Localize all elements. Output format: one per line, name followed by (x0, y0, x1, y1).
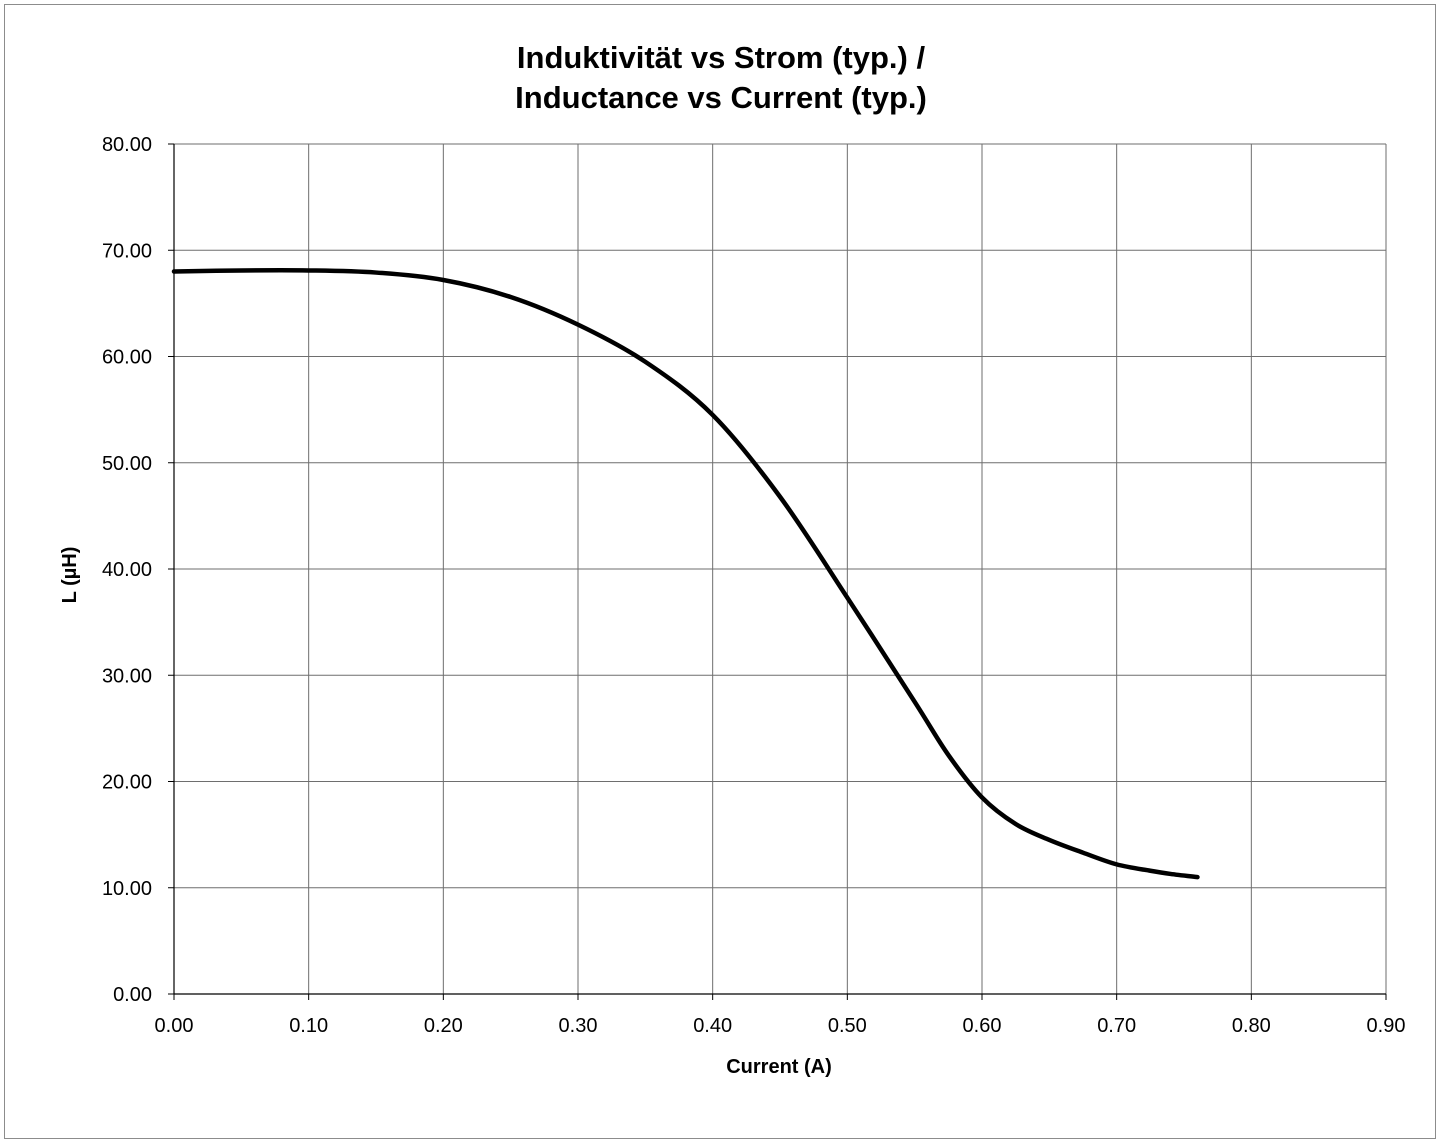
chart-title-line-2: Inductance vs Current (typ.) (515, 80, 927, 115)
x-tick-label: 0.20 (424, 1015, 463, 1037)
y-tick-label: 20.00 (102, 772, 152, 794)
x-tick-label: 0.50 (828, 1015, 867, 1037)
y-tick-label: 10.00 (102, 878, 152, 900)
x-tick-label: 0.70 (1097, 1015, 1136, 1037)
x-tick-label: 0.60 (963, 1015, 1002, 1037)
x-tick-label: 0.30 (559, 1015, 598, 1037)
y-tick-label: 0.00 (113, 984, 152, 1006)
x-tick-label: 0.10 (289, 1015, 328, 1037)
axes (168, 143, 1387, 1000)
tick-labels: 0.00 0.10 0.20 0.30 0.40 0.50 0.60 0.70 0.80 0.90… (102, 134, 1406, 1037)
y-tick-label: 60.00 (102, 347, 152, 369)
y-tick-label: 50.00 (102, 453, 152, 475)
x-tick-label: 0.80 (1232, 1015, 1271, 1037)
x-tick-label: 0.90 (1367, 1015, 1406, 1037)
chart-title-line-1: Induktivität vs Strom (typ.) / (516, 40, 926, 75)
series-layer (171, 267, 1200, 880)
y-axis-title: L (µH) (59, 547, 81, 604)
y-tick-label: 30.00 (102, 665, 152, 687)
series-line-1 (171, 267, 1200, 880)
x-axis-title: Current (A) (726, 1056, 832, 1078)
y-tick-label: 80.00 (102, 134, 152, 156)
grid-lines (174, 143, 1387, 994)
x-tick-label: 0.00 (155, 1015, 194, 1037)
x-tick-label: 0.40 (693, 1015, 732, 1037)
y-tick-label: 40.00 (102, 559, 152, 581)
chart-frame (4, 4, 1436, 1139)
chart-title: Induktivität vs Strom (typ.) / Inductanc… (0, 38, 1442, 118)
y-tick-label: 70.00 (102, 240, 152, 262)
